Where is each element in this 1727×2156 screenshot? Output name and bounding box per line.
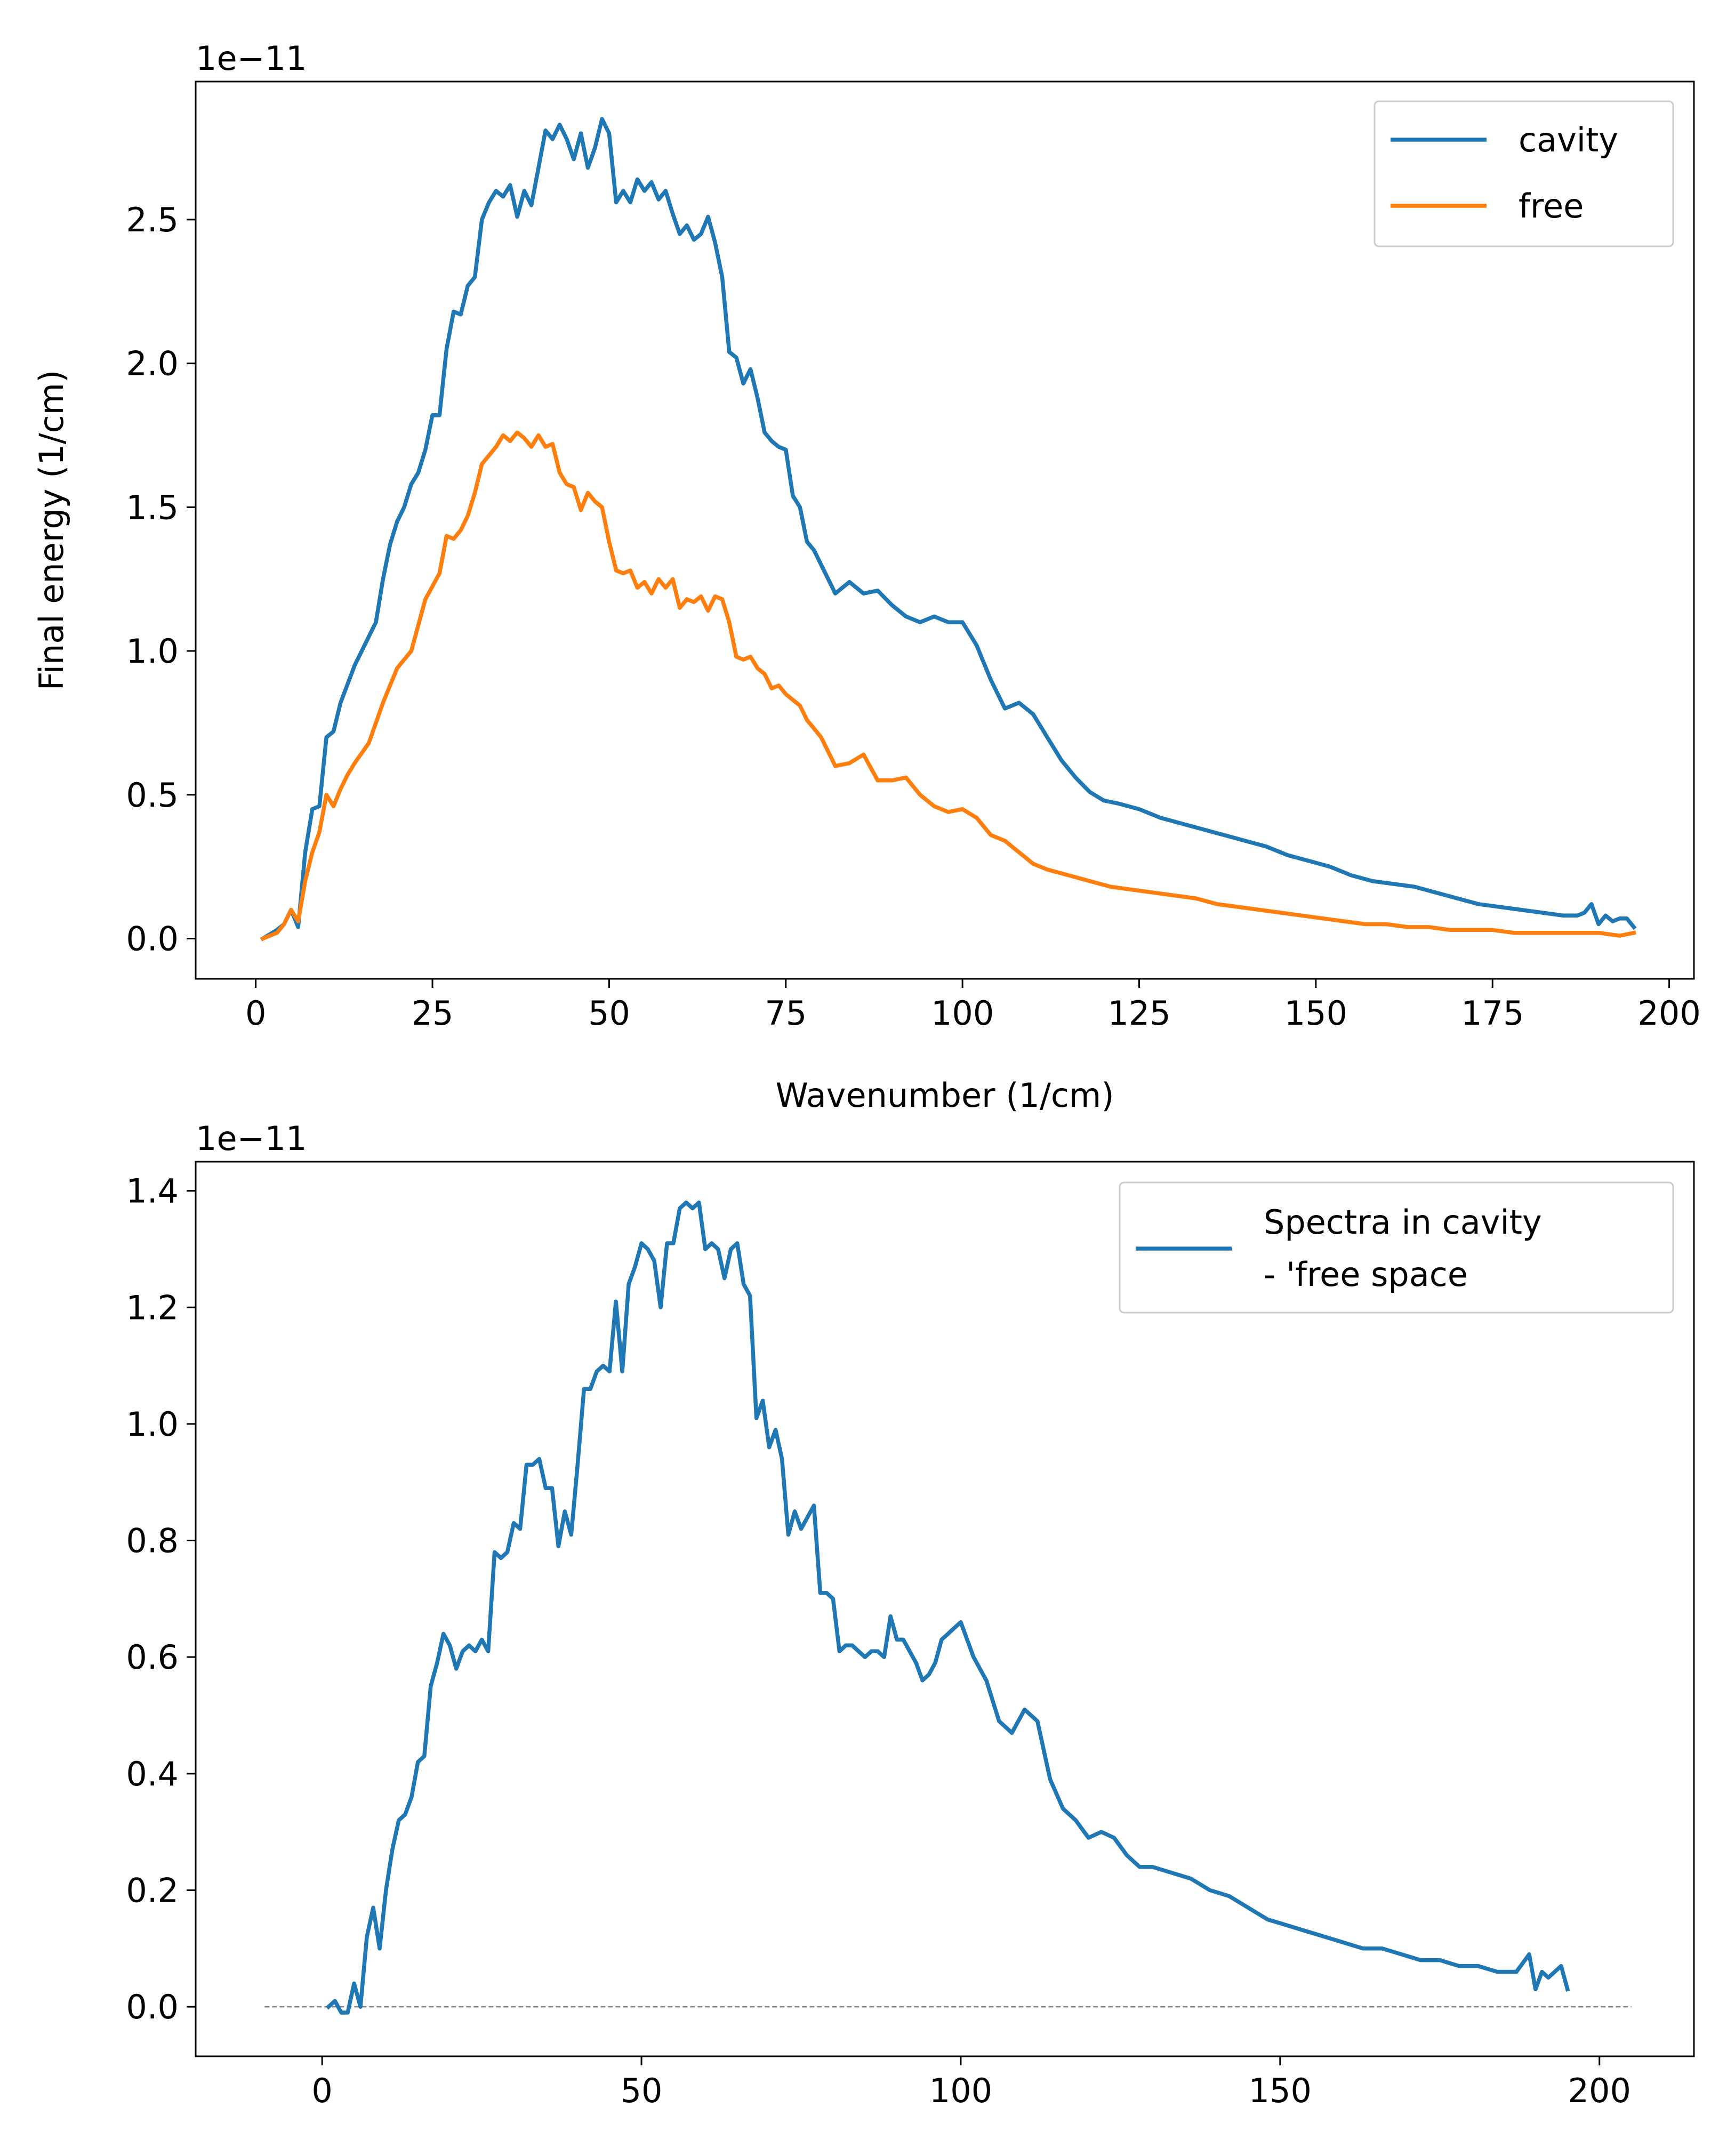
y-tick-label: 1.0 (126, 1405, 179, 1444)
x-tick-label: 75 (765, 994, 807, 1033)
bottom-plot-frame (195, 1161, 1695, 2057)
top-x-axis-label: Wavenumber (1/cm) (775, 1076, 1114, 1115)
top-plot-data (260, 117, 1637, 942)
bottom-y-offset-label: 1e−11 (196, 1119, 307, 1158)
top-legend: cavity free (1373, 100, 1674, 247)
x-tick-label: 200 (1568, 2071, 1631, 2110)
bottom-legend-box (1119, 1181, 1674, 1314)
x-tick-label: 125 (1107, 994, 1170, 1033)
top-x-ticks: 0 25 50 75 100 125 150 175 200 (245, 979, 1701, 1033)
top-plot-panel: 0 25 50 75 100 125 150 175 200 0.0 0.5 1.0 1.5 2.0 2.… (32, 39, 1701, 1115)
x-tick-label: 100 (931, 994, 994, 1033)
y-tick-label: 0.6 (126, 1638, 179, 1677)
bottom-y-ticks: 0.0 0.2 0.4 0.6 0.8 1.0 1.2 1.4 (126, 1172, 196, 2026)
y-tick-label: 0.0 (126, 919, 179, 958)
x-tick-label: 0 (311, 2071, 332, 2110)
top-legend-box (1373, 100, 1674, 247)
x-tick-label: 150 (1284, 994, 1347, 1033)
bottom-x-ticks: 0 50 100 150 200 (311, 2056, 1631, 2110)
top-y-offset-label: 1e−11 (196, 39, 307, 78)
x-tick-label: 150 (1249, 2071, 1312, 2110)
x-tick-label: 25 (412, 994, 454, 1033)
y-tick-label: 2.0 (126, 344, 179, 383)
y-tick-label: 0.2 (126, 1871, 179, 1910)
y-tick-label: 0.5 (126, 776, 179, 815)
y-tick-label: 2.5 (126, 200, 179, 239)
bottom-plot-data (325, 1200, 1570, 2015)
top-plot-frame (195, 81, 1695, 980)
y-tick-label: 0.0 (126, 1988, 179, 2026)
bottom-legend: Spectra in cavity - 'free space (1119, 1181, 1674, 1314)
x-tick-label: 200 (1637, 994, 1700, 1033)
y-tick-label: 0.8 (126, 1522, 179, 1560)
legend-label-free: free (1519, 187, 1584, 226)
series-line-difference (325, 1200, 1570, 2015)
x-tick-label: 50 (588, 994, 630, 1033)
y-tick-label: 1.5 (126, 488, 179, 527)
x-tick-label: 0 (245, 994, 266, 1033)
x-tick-label: 175 (1461, 994, 1524, 1033)
top-y-ticks: 0.0 0.5 1.0 1.5 2.0 2.5 (126, 200, 196, 958)
legend-label-difference-line2: - 'free space (1264, 1255, 1468, 1294)
y-tick-label: 1.4 (126, 1172, 179, 1211)
legend-label-cavity: cavity (1519, 120, 1618, 159)
top-y-axis-label: Final energy (1/cm) (32, 370, 71, 691)
x-tick-label: 100 (929, 2071, 992, 2110)
series-line-cavity (260, 117, 1637, 942)
y-tick-label: 0.4 (126, 1755, 179, 1793)
x-tick-label: 50 (621, 2071, 663, 2110)
legend-label-difference-line1: Spectra in cavity (1264, 1203, 1542, 1242)
series-line-free (260, 430, 1636, 942)
y-tick-label: 1.0 (126, 632, 179, 671)
y-tick-label: 1.2 (126, 1288, 179, 1327)
bottom-plot-panel: 0 50 100 150 200 0.0 0.2 0.4 0.6 0.8 1.0 1.2 1.4 1e… (126, 1119, 1695, 2110)
